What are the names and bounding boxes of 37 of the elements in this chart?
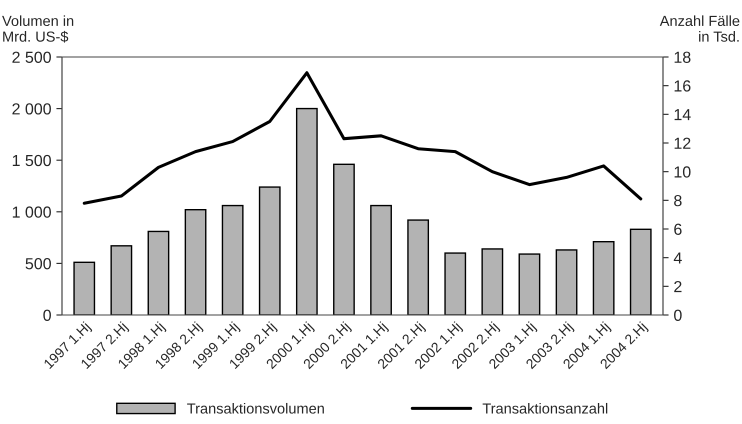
bar bbox=[110, 245, 132, 315]
y2-tick-label: 16 bbox=[674, 80, 690, 92]
bar bbox=[481, 248, 504, 315]
legend-label: Transaktionsanzahl bbox=[482, 402, 608, 414]
bar bbox=[296, 108, 318, 315]
y2-tick-label: 6 bbox=[674, 224, 682, 235]
y2-axis-title: Anzahl Fälle in Tsd. bbox=[660, 15, 740, 42]
bar bbox=[556, 249, 578, 315]
y-tick-label: 0 bbox=[43, 310, 51, 321]
y-axis-title: Volumen in Mrd. US-$ bbox=[2, 15, 74, 43]
y2-tick-label: 0 bbox=[674, 310, 682, 321]
bar bbox=[184, 209, 206, 315]
bar bbox=[222, 204, 244, 315]
y-tick-label: 1 500 bbox=[12, 154, 51, 166]
y2-tick-label: 14 bbox=[674, 109, 691, 120]
bar bbox=[333, 164, 355, 315]
y-tick-label: 500 bbox=[26, 258, 51, 270]
line-series bbox=[82, 71, 642, 205]
bar bbox=[630, 228, 652, 315]
legend-label: Transaktionsvolumen bbox=[187, 402, 324, 414]
bar bbox=[444, 252, 466, 315]
bar bbox=[592, 241, 615, 315]
bar bbox=[148, 230, 170, 315]
bar bbox=[370, 204, 392, 315]
y2-tick-label: 12 bbox=[674, 138, 690, 149]
y2-tick-label: 2 bbox=[674, 280, 682, 292]
bar bbox=[407, 219, 430, 315]
bar bbox=[258, 186, 281, 315]
bar bbox=[518, 253, 540, 315]
y2-tick-label: 8 bbox=[674, 194, 682, 206]
y2-tick-label: 4 bbox=[674, 252, 682, 264]
y2-tick-label: 10 bbox=[674, 166, 691, 178]
y-tick-label: 2 000 bbox=[12, 103, 51, 115]
bar bbox=[73, 262, 96, 315]
y-tick-label: 2 500 bbox=[12, 52, 51, 63]
y2-tick-label: 18 bbox=[674, 52, 690, 63]
y-tick-label: 1 000 bbox=[12, 206, 51, 218]
